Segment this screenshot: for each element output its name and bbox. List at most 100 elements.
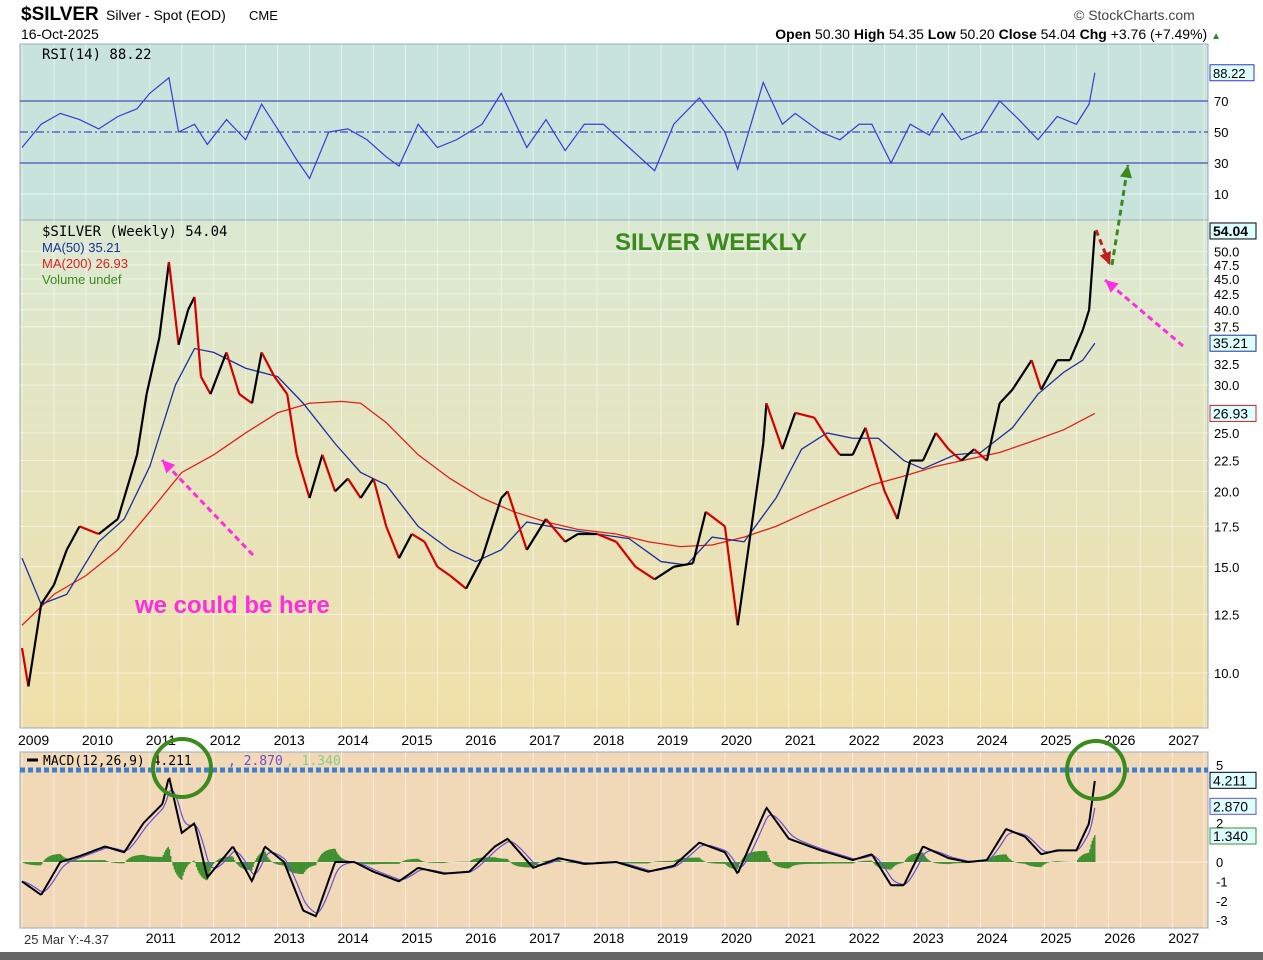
macd-year-tick: 2017 bbox=[529, 930, 560, 946]
price-bar-segment bbox=[765, 402, 784, 450]
ohlc-summary: Open 50.30 High 54.35 Low 50.20 Close 54… bbox=[775, 26, 1221, 42]
price-tag-label: 54.04 bbox=[1213, 223, 1248, 239]
symbol: $SILVER bbox=[21, 4, 99, 25]
macd-year-tick: 2016 bbox=[465, 930, 496, 946]
price-bar-segment bbox=[691, 511, 707, 564]
rsi-tick: 70 bbox=[1214, 94, 1228, 109]
price-bar-segment bbox=[615, 541, 637, 568]
macd-year-tick: 2015 bbox=[401, 930, 432, 946]
price-bar-segment bbox=[346, 478, 362, 499]
price-bar-segment bbox=[851, 427, 867, 456]
price-bar-segment bbox=[65, 525, 81, 551]
macd-tick: 5 bbox=[1216, 758, 1223, 773]
price-bar-segment bbox=[998, 388, 1014, 404]
circle-2025-peak bbox=[1065, 739, 1127, 801]
price-bar-segment bbox=[372, 478, 388, 527]
low-value: 50.20 bbox=[959, 26, 995, 42]
price-bar-segment bbox=[934, 432, 950, 450]
macd-tag-label: 1.340 bbox=[1213, 828, 1248, 844]
ma50-line bbox=[21, 342, 1096, 606]
price-tick: 15.0 bbox=[1214, 560, 1239, 575]
price-bar-segment bbox=[1081, 309, 1091, 331]
price-bar-segment bbox=[385, 525, 401, 559]
macd-year-tick: 2018 bbox=[593, 930, 624, 946]
macd-tag bbox=[1209, 827, 1257, 845]
price-bar-segment bbox=[295, 454, 311, 499]
price-bar-segment bbox=[960, 448, 975, 462]
year-tick: 2016 bbox=[465, 732, 496, 748]
price-bar-segment bbox=[654, 565, 675, 581]
price-legend-item: Volume undef bbox=[42, 272, 122, 287]
price-bar-segment bbox=[209, 351, 228, 395]
price-bar-segment bbox=[423, 541, 439, 568]
price-bar-segment bbox=[749, 443, 765, 535]
price-bar-segment bbox=[398, 533, 413, 559]
instrument-name: Silver - Spot (EOD) bbox=[106, 7, 226, 23]
price-bar-segment bbox=[193, 296, 203, 377]
price-bar-segment bbox=[199, 376, 212, 395]
price-bar-segment bbox=[1040, 359, 1059, 391]
price-tick: 32.5 bbox=[1214, 357, 1239, 372]
price-bar-segment bbox=[781, 412, 797, 450]
price-tick: 25.0 bbox=[1214, 426, 1239, 441]
price-legend-item: MA(200) 26.93 bbox=[42, 256, 128, 271]
macd-year-tick: 2022 bbox=[849, 930, 880, 946]
arrow-pullback-red-head bbox=[1099, 251, 1111, 265]
price-bar-segment bbox=[411, 533, 426, 543]
macd-year-tick: 2023 bbox=[913, 930, 944, 946]
macd-year-tick: 2024 bbox=[977, 930, 1008, 946]
price-bar-segment bbox=[545, 518, 566, 543]
price-bar-segment bbox=[20, 647, 30, 687]
rsi-line bbox=[21, 72, 1096, 180]
macd-year-tick: 2013 bbox=[274, 930, 305, 946]
price-bar-segment bbox=[40, 584, 55, 605]
year-tick: 2027 bbox=[1168, 732, 1199, 748]
price-legend-item: MA(50) 35.21 bbox=[42, 240, 121, 255]
price-tag-label: 26.93 bbox=[1213, 405, 1248, 421]
price-tick: 10.0 bbox=[1214, 666, 1239, 681]
price-tick: 20.0 bbox=[1214, 484, 1239, 499]
price-bar-segment bbox=[985, 403, 1001, 461]
price-legend-item: $SILVER (Weekly) 54.04 bbox=[42, 224, 227, 240]
price-bar-segment bbox=[506, 491, 528, 551]
circle-2011-peak bbox=[151, 737, 213, 799]
price-bar-segment bbox=[359, 478, 375, 499]
chg-value: +3.76 (+7.49%) bbox=[1110, 26, 1208, 42]
price-bar-segment bbox=[634, 565, 656, 581]
we-could-be-here-annotation: we could be here bbox=[134, 592, 330, 619]
macd-tag bbox=[1209, 771, 1257, 789]
open-value: 50.30 bbox=[814, 26, 850, 42]
macd-year-tick: 2026 bbox=[1104, 930, 1135, 946]
cursor-readout: 25 Mar Y:-4.37 bbox=[24, 932, 109, 947]
price-bar-segment bbox=[158, 261, 171, 338]
price-bar-segment bbox=[187, 296, 196, 311]
macd-tag-label: 2.870 bbox=[1213, 798, 1248, 814]
bottom-scrollbar[interactable] bbox=[0, 952, 1263, 960]
price-bar-segment bbox=[308, 454, 324, 499]
price-bar-segment bbox=[896, 460, 912, 520]
price-bar-segment bbox=[723, 526, 739, 626]
price-bar-segment bbox=[1088, 230, 1096, 310]
price-bar-segment bbox=[27, 604, 43, 687]
arrow-up-green-head bbox=[1119, 165, 1133, 179]
high-label: High bbox=[853, 26, 885, 42]
brand-link[interactable]: © StockCharts.com bbox=[1074, 7, 1195, 23]
price-bar-segment bbox=[794, 411, 815, 419]
price-bar-segment bbox=[921, 432, 937, 461]
price-tick: 45.0 bbox=[1214, 272, 1239, 287]
price-bar-segment bbox=[762, 403, 768, 444]
year-tick: 2018 bbox=[593, 732, 624, 748]
macd-year-tick: 2027 bbox=[1168, 930, 1199, 946]
price-bar-segment bbox=[525, 518, 547, 551]
price-bar-segment bbox=[436, 565, 451, 577]
macd-tick: 0 bbox=[1216, 855, 1223, 870]
price-bar-segment bbox=[145, 337, 161, 395]
close-value: 54.04 bbox=[1040, 26, 1076, 42]
price-tag-label: 35.21 bbox=[1213, 335, 1248, 351]
low-label: Low bbox=[927, 26, 956, 42]
price-bar-segment bbox=[225, 352, 241, 395]
macd-panel bbox=[19, 751, 1209, 929]
price-bar-segment bbox=[1068, 329, 1084, 361]
price-bar-segment bbox=[500, 490, 509, 499]
